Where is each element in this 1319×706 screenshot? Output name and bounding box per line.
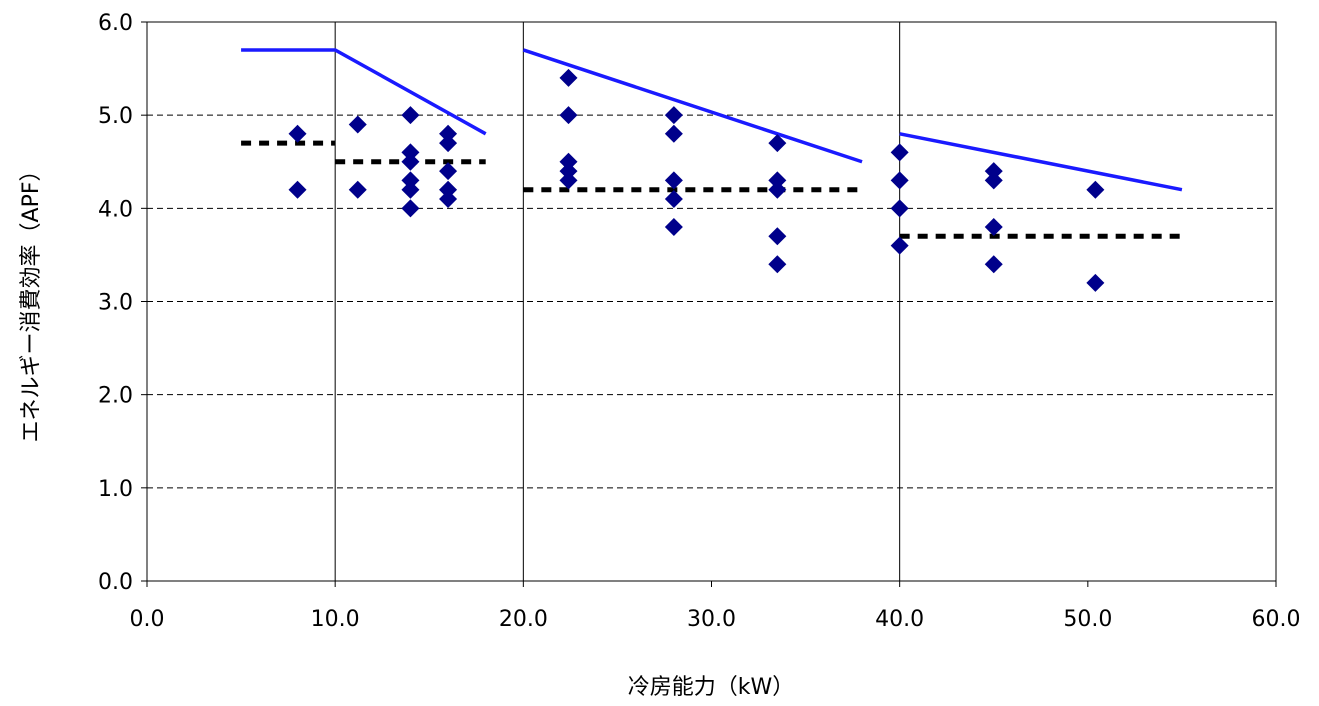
plot-area (141, 21, 1277, 587)
y-tick-labels: 0.0 1.0 2.0 3.0 4.0 5.0 6.0 (98, 11, 133, 595)
target-line-2 (522, 48, 863, 164)
data-point (984, 171, 1003, 190)
x-tick-label: 60.0 (1252, 607, 1301, 632)
x-tick-label: 20.0 (499, 607, 548, 632)
data-point (664, 106, 683, 125)
y-tick-label: 4.0 (98, 197, 133, 222)
data-point (401, 171, 420, 190)
data-point (768, 171, 787, 190)
horizontal-gridlines (147, 114, 1276, 489)
data-point (664, 124, 683, 143)
data-point (439, 180, 458, 199)
data-point (439, 134, 458, 153)
x-axis-title: 冷房能力（kW） (628, 675, 795, 700)
x-tick-label: 10.0 (311, 607, 360, 632)
axes (141, 21, 1277, 587)
data-point (439, 124, 458, 143)
data-points (288, 68, 1105, 292)
data-point (559, 106, 578, 125)
x-tick-label: 0.0 (130, 607, 165, 632)
data-point (984, 217, 1003, 236)
y-tick-label: 1.0 (98, 477, 133, 502)
data-point (984, 255, 1003, 274)
data-point (348, 180, 367, 199)
x-tick-labels: 0.0 10.0 20.0 30.0 40.0 50.0 60.0 (130, 607, 1301, 632)
y-tick-label: 5.0 (98, 104, 133, 129)
data-point (664, 171, 683, 190)
data-point (890, 236, 909, 255)
data-point (288, 180, 307, 199)
y-tick-label: 3.0 (98, 291, 133, 316)
target-line-1 (241, 48, 487, 136)
data-point (559, 171, 578, 190)
data-point (559, 162, 578, 181)
data-point (401, 180, 420, 199)
data-point (1086, 273, 1105, 292)
target-line-3 (899, 132, 1183, 192)
x-tick-label: 40.0 (875, 607, 924, 632)
data-point (890, 171, 909, 190)
data-point (890, 143, 909, 162)
target-lines (241, 48, 1183, 192)
y-tick-label: 6.0 (98, 11, 133, 36)
data-point (288, 124, 307, 143)
data-point (401, 106, 420, 125)
data-point (559, 152, 578, 171)
y-axis-title: エネルギー消費効率（APF） (19, 160, 44, 443)
y-tick-label: 2.0 (98, 384, 133, 409)
data-point (1086, 180, 1105, 199)
data-point (401, 199, 420, 218)
data-point (984, 162, 1003, 181)
x-tick-label: 30.0 (687, 607, 736, 632)
y-tick-label: 0.0 (98, 570, 133, 595)
data-point (401, 143, 420, 162)
data-point (664, 190, 683, 209)
data-point (401, 152, 420, 171)
x-tick-label: 50.0 (1063, 607, 1112, 632)
vertical-gridlines (334, 22, 901, 581)
data-point (768, 134, 787, 153)
data-point (559, 68, 578, 87)
data-point (664, 217, 683, 236)
data-point (890, 199, 909, 218)
data-point (439, 190, 458, 209)
data-point (768, 227, 787, 246)
data-point (348, 115, 367, 134)
data-point (439, 162, 458, 181)
data-point (768, 180, 787, 199)
data-point (768, 255, 787, 274)
